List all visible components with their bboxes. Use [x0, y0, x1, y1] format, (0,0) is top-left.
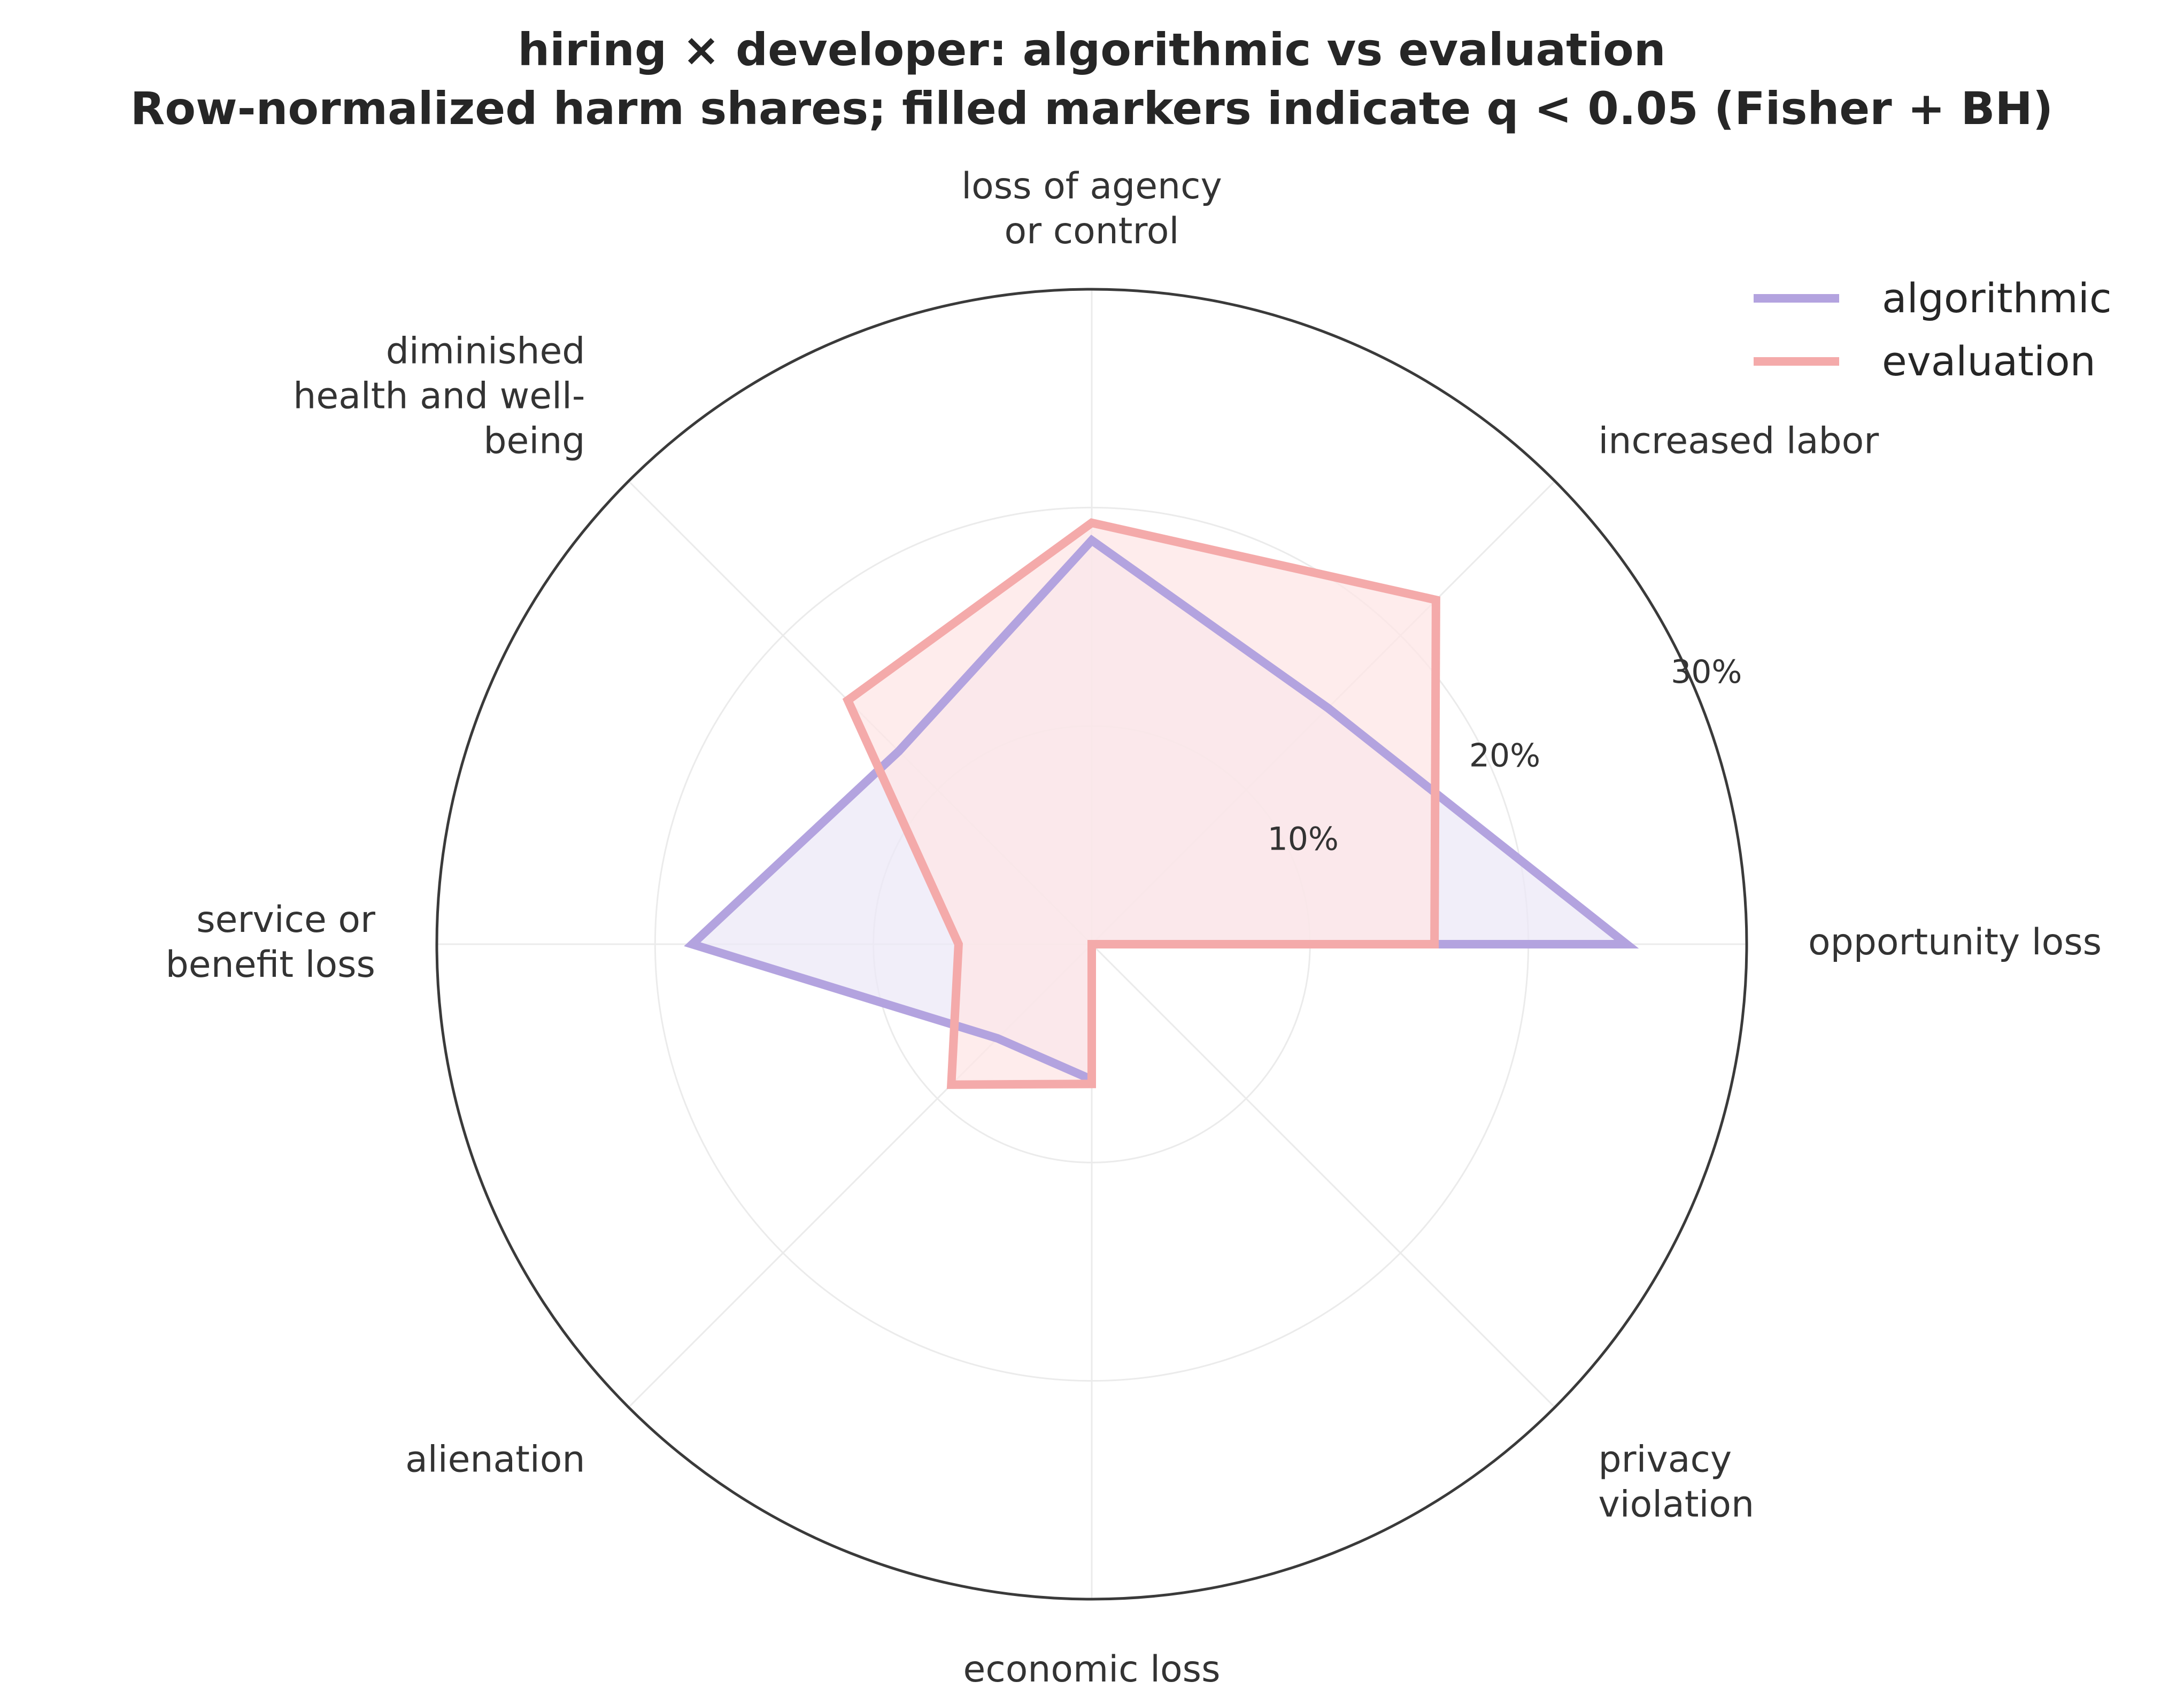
category-label-2: loss of agency or control: [961, 165, 1222, 252]
radial-tick-20: 20%: [1469, 737, 1540, 774]
category-labels: opportunity loss increased labor loss of a…: [166, 165, 2102, 1691]
category-label-5: alienation: [405, 1438, 585, 1480]
category-label-1-line-0: increased labor: [1599, 420, 1879, 462]
category-label-5-line-0: alienation: [405, 1438, 585, 1480]
category-label-0-line-0: opportunity loss: [1808, 921, 2102, 963]
legend-label-algorithmic: algorithmic: [1882, 274, 2112, 322]
point-evaluation-3: [845, 698, 850, 703]
point-algorithmic-4: [690, 942, 694, 946]
point-evaluation-7: [1090, 942, 1094, 946]
category-label-3-line-2: being: [483, 420, 585, 462]
category-label-4: service or benefit loss: [166, 899, 375, 986]
category-label-7: privacy violation: [1599, 1438, 1755, 1525]
point-algorithmic-1: [1325, 706, 1330, 711]
category-label-6-line-0: economic loss: [963, 1648, 1220, 1691]
category-label-3-line-0: diminished: [386, 330, 585, 372]
category-label-6: economic loss: [963, 1648, 1220, 1691]
category-label-7-line-0: privacy: [1599, 1438, 1732, 1480]
point-algorithmic-0: [1624, 942, 1629, 946]
chart-title-line-1: hiring × developer: algorithmic vs evalu…: [518, 24, 1665, 76]
legend-label-evaluation: evaluation: [1882, 337, 2096, 385]
point-evaluation-2: [1090, 520, 1094, 525]
point-evaluation-1: [1433, 598, 1438, 603]
category-label-3: diminished health and well-being: [293, 330, 585, 462]
point-algorithmic-5: [995, 1036, 1000, 1041]
point-evaluation-6: [1090, 1082, 1094, 1086]
radial-tick-10: 10%: [1268, 821, 1339, 858]
category-label-0: opportunity loss: [1808, 921, 2102, 963]
spoke-7: [1091, 943, 1556, 1408]
legend: algorithmic evaluation: [1754, 274, 2112, 385]
category-label-4-line-1: benefit loss: [166, 944, 375, 986]
chart-title-line-2: Row-normalized harm shares; filled marke…: [130, 82, 2054, 135]
point-algorithmic-3: [897, 749, 901, 754]
category-label-7-line-1: violation: [1599, 1483, 1755, 1525]
outer-ring: [435, 288, 1748, 1601]
category-label-3-line-1: health and well-: [293, 375, 585, 417]
point-algorithmic-2: [1090, 538, 1094, 543]
category-label-2-line-0: loss of agency: [961, 165, 1222, 207]
point-evaluation-5: [949, 1082, 954, 1087]
radial-tick-30: 30%: [1671, 653, 1742, 691]
point-evaluation-0: [1432, 942, 1437, 946]
category-label-2-line-1: or control: [1005, 210, 1179, 252]
point-evaluation-4: [956, 942, 961, 946]
category-label-4-line-0: service or: [196, 899, 375, 941]
radial-tick-labels: 10% 20% 30%: [1268, 653, 1742, 858]
category-label-1: increased labor: [1599, 420, 1879, 462]
radar-series: [684, 518, 1639, 1089]
